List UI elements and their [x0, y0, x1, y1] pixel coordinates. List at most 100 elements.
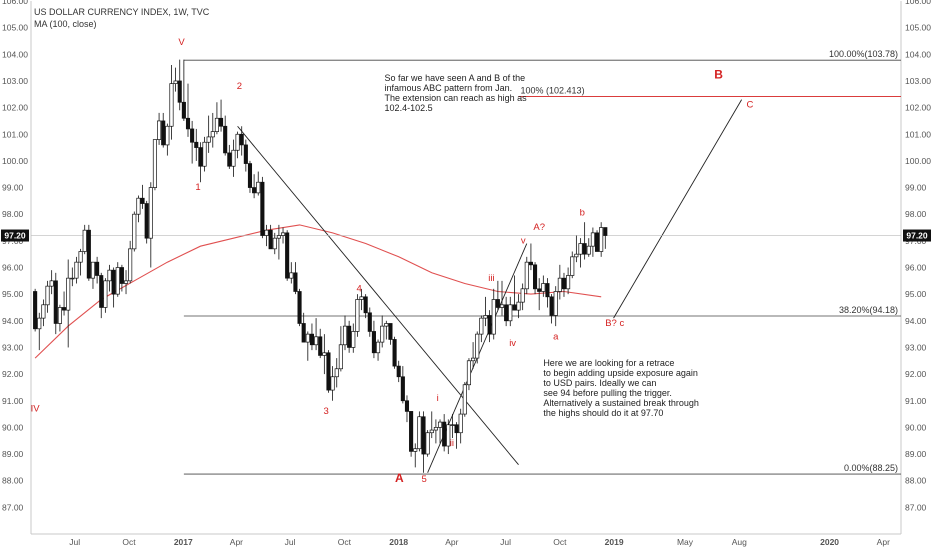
- left-y-tick-label: 99.00: [2, 183, 24, 193]
- wave-label: 5: [421, 474, 426, 485]
- candle-body-up: [508, 304, 513, 322]
- candle-body-down: [388, 323, 393, 340]
- x-tick-label: Apr: [877, 537, 890, 547]
- candle-body-up: [305, 333, 310, 343]
- wave-label: B? c: [605, 318, 624, 329]
- wave-label: ii: [450, 438, 454, 449]
- candle-body-up: [417, 416, 422, 450]
- candle-body-up: [429, 429, 434, 434]
- right-y-tick-label: 93.00: [905, 342, 927, 352]
- candle-body-down: [594, 232, 600, 252]
- wave-label: A?: [533, 222, 545, 233]
- candle-body-down: [404, 400, 410, 412]
- note-top-line: infamous ABC pattern from Jan.: [385, 83, 513, 93]
- x-tick-label: Oct: [122, 537, 136, 547]
- candle-body-up: [264, 229, 269, 236]
- candle-body-up: [446, 424, 451, 447]
- extension-level-label: 100% (102.413): [521, 86, 585, 96]
- wave-label: V: [178, 37, 185, 48]
- candle-body-up: [425, 432, 430, 455]
- indicator-label: MA (100, close): [34, 19, 97, 29]
- fib-0-label: 0.00%(88.25): [844, 463, 898, 473]
- candle-body-up: [123, 280, 129, 284]
- candle-body-up: [165, 125, 170, 146]
- candle-body-up: [570, 256, 575, 276]
- candle-body-up: [376, 341, 381, 354]
- candle-body-down: [144, 203, 149, 239]
- candle-body-down: [86, 229, 91, 279]
- x-tick-label: Jul: [285, 537, 296, 547]
- candle-body-down: [392, 339, 397, 367]
- candle-body-down: [194, 141, 199, 148]
- candle-body-up: [322, 352, 327, 356]
- candle-body-up: [74, 261, 79, 279]
- fib-100-label: 100.00%(103.78): [829, 49, 898, 59]
- candle-body-down: [268, 229, 273, 250]
- x-tick-label: Jul: [500, 537, 511, 547]
- candle-body-up: [566, 275, 571, 290]
- right-y-tick-label: 99.00: [905, 183, 927, 193]
- left-y-tick-label: 93.00: [2, 342, 24, 352]
- candle-body-down: [181, 101, 186, 119]
- candle-body-up: [206, 136, 211, 143]
- candle-body-up: [107, 269, 112, 282]
- wave-label: a: [553, 331, 559, 342]
- candle-body-up: [520, 288, 525, 303]
- note-bottom-line: the highs should do it at 97.70: [543, 408, 663, 418]
- moving-average-layer: [34, 224, 602, 359]
- candle-body-down: [347, 325, 352, 348]
- wave-label: v: [521, 236, 526, 247]
- candle-body-up: [289, 272, 294, 279]
- note-bottom-line: Here we are looking for a retrace: [543, 358, 674, 368]
- left-y-tick-label: 92.00: [2, 369, 24, 379]
- candle-body-down: [409, 411, 414, 452]
- wave-label: iii: [488, 273, 494, 284]
- x-tick-label: May: [677, 537, 694, 547]
- candle-body-down: [198, 147, 203, 167]
- candle-body-up: [49, 280, 54, 287]
- candle-body-up: [132, 213, 137, 250]
- candle-body-down: [223, 125, 228, 154]
- candle-body-down: [252, 187, 257, 194]
- candle-body-up: [342, 325, 348, 346]
- candle-body-up: [351, 331, 356, 348]
- candle-body-up: [599, 227, 604, 252]
- wave-label: 2: [237, 81, 242, 92]
- candle-body-up: [384, 323, 389, 327]
- right-y-tick-label: 89.00: [905, 449, 927, 459]
- candle-body-down: [549, 296, 554, 316]
- left-y-tick-label: 105.00: [2, 23, 28, 33]
- note-bottom-line: to begin adding upside exposure again: [543, 368, 698, 378]
- candle-body-down: [190, 128, 195, 143]
- candle-body-up: [90, 261, 96, 279]
- left-y-tick-label: 87.00: [2, 502, 24, 512]
- candle-body-up: [103, 280, 108, 308]
- candle-body-up: [41, 304, 46, 319]
- candle-body-up: [437, 421, 443, 428]
- trendline: [237, 125, 519, 465]
- right-y-tick-label: 90.00: [905, 422, 927, 432]
- candle-body-down: [326, 352, 331, 391]
- candle-body-up: [466, 360, 472, 386]
- candle-body-down: [367, 312, 372, 332]
- left-y-tick-label: 90.00: [2, 422, 24, 432]
- left-price-tag: [1, 229, 29, 242]
- note-top-line: 102.4-102.5: [385, 103, 433, 113]
- left-y-tick-label: 101.00: [2, 129, 28, 139]
- wave-label: C: [746, 100, 753, 111]
- candle-body-up: [458, 413, 463, 434]
- left-y-tick-label: 94.00: [2, 316, 24, 326]
- candle-body-up: [66, 277, 71, 311]
- right-y-tick-label: 100.00: [905, 156, 931, 166]
- candle-body-down: [140, 197, 145, 204]
- candle-body-up: [524, 261, 529, 290]
- right-y-tick-label: 95.00: [905, 289, 927, 299]
- candle-body-up: [210, 131, 215, 138]
- candle-body-up: [235, 133, 240, 151]
- left-y-tick-label: 106.00: [2, 0, 28, 6]
- candle-body-down: [33, 291, 38, 330]
- candle-body-up: [231, 149, 236, 167]
- candle-body-up: [338, 344, 343, 370]
- right-y-tick-label: 104.00: [905, 49, 931, 59]
